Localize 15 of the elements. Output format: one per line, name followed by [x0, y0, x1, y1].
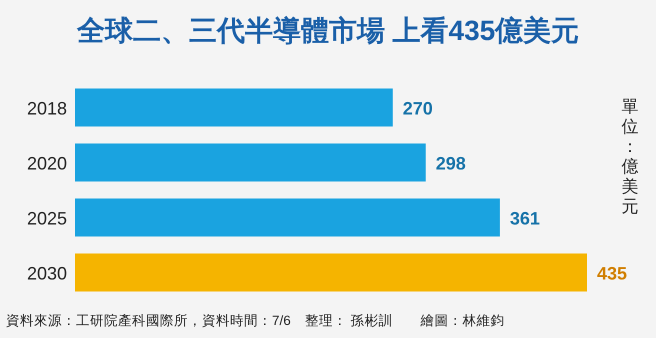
bar [75, 254, 587, 292]
source-note: 資料來源：工研院產科國際所，資料時間：7/6 整理： 孫彬訓 繪圖：林維鈞 [6, 313, 505, 328]
y-axis-title: 單位：億美元 [622, 97, 638, 216]
y-tick-label: 2020 [26, 154, 67, 174]
data-label: 270 [402, 98, 433, 118]
chart-title: 全球二、三代半導體市場 上看435億美元 [76, 15, 580, 46]
y-tick-label: 2018 [26, 98, 67, 118]
bar [75, 88, 393, 126]
y-tick-label: 2025 [26, 208, 67, 228]
bar [75, 144, 426, 182]
bar [75, 198, 500, 236]
data-label: 298 [436, 154, 466, 174]
data-label: 361 [510, 208, 540, 228]
y-tick-label: 2030 [26, 264, 67, 284]
data-label: 435 [597, 264, 628, 284]
